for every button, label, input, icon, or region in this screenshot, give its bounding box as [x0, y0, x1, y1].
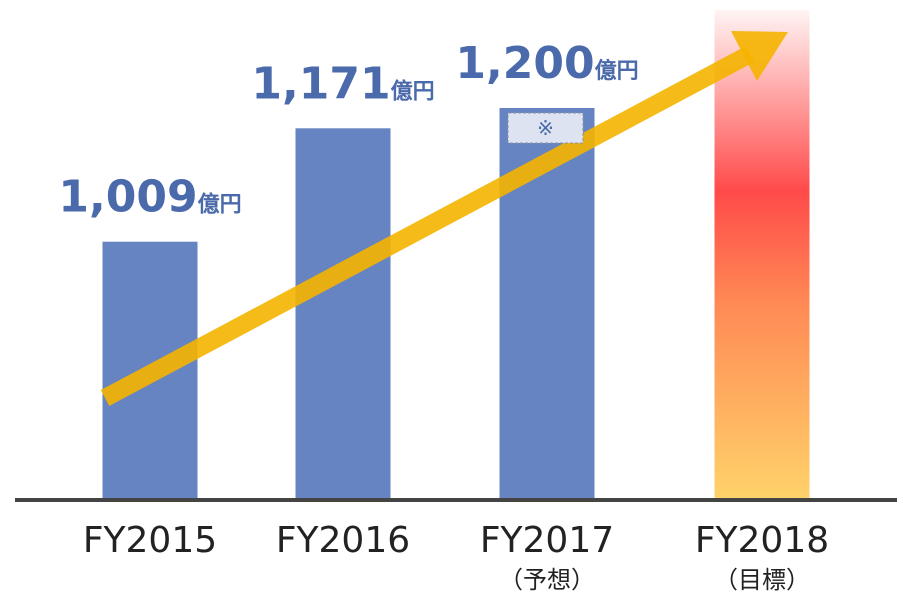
x-tick-label: FY2017: [480, 520, 614, 561]
annotation: ※: [537, 116, 554, 140]
x-tick-sublabel: （予想）: [499, 566, 595, 594]
value-unit: 億円: [198, 192, 242, 218]
value-label: 1,200億円: [455, 38, 638, 89]
value-number: 1,171: [251, 58, 390, 109]
value-number: 1,200: [455, 38, 594, 89]
annotation-box: [507, 112, 584, 144]
value-number: 1,009: [58, 172, 197, 223]
value-label: 1,009億円: [58, 172, 241, 223]
trend-shaft: [100, 46, 755, 406]
x-tick-label: FY2015: [83, 520, 217, 561]
x-tick-label: FY2018: [695, 520, 829, 561]
value-unit: 億円: [391, 78, 435, 104]
trend-head: [731, 31, 788, 81]
bar: [714, 10, 810, 500]
bar: [295, 128, 391, 501]
x-tick-label: FY2016: [276, 520, 410, 561]
value-label: 1,171億円: [251, 58, 434, 109]
x-tick-sublabel: （目標）: [714, 566, 810, 594]
trend-arrow: [100, 31, 788, 406]
labels: FY20151,009億円FY20161,171億円FY2017（予想）1,20…: [58, 38, 829, 594]
value-unit: 億円: [595, 58, 639, 84]
